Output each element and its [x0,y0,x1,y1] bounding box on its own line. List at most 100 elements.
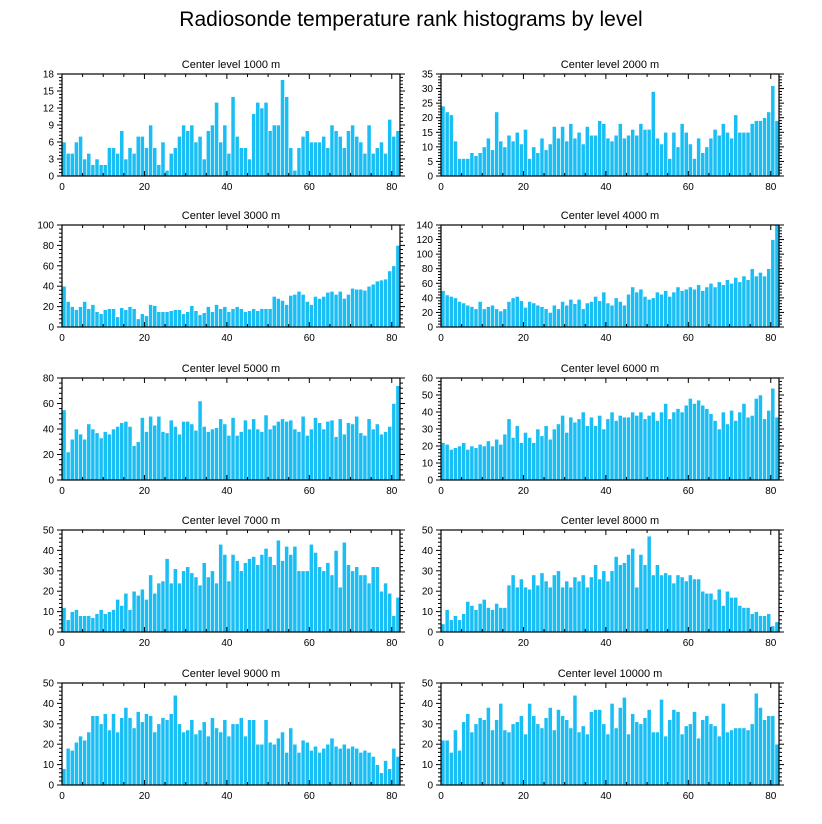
histogram-bar [605,137,611,177]
y-tick-label: 30 [422,84,434,95]
histogram-bar [758,707,763,786]
histogram-bar [535,152,541,177]
histogram-panel: Center level 6000 m 0 20 40 60 80 0 10 20 30 40 50 6… [422,363,784,497]
histogram-bar [119,605,125,633]
histogram-bar [325,147,331,177]
histogram-bar [333,294,339,328]
histogram-bar [774,743,780,786]
histogram-bar [288,419,294,481]
histogram-bar [247,158,252,177]
histogram-bar [514,131,520,177]
histogram-bar [247,719,252,786]
histogram-bar [309,543,314,633]
y-tick-label: 30 [43,719,55,730]
histogram-bar [469,605,475,633]
y-tick-label: 20 [422,308,434,319]
histogram-bar [539,727,545,786]
histogram-bar [716,588,722,633]
x-tick-label: 0 [59,638,65,649]
y-tick-label: 100 [37,221,54,232]
histogram-bar [556,709,561,786]
histogram-bar [337,747,343,786]
histogram-bar [82,739,88,786]
histogram-bar [498,703,504,786]
histogram-bar [168,582,174,633]
histogram-bar [325,743,331,786]
histogram-bar [304,435,310,481]
histogram-bar [366,582,372,633]
histogram-bar [547,143,553,177]
histogram-bar [535,304,541,328]
histogram-bar [379,141,384,177]
histogram-bar [98,609,104,633]
histogram-bar [86,731,92,786]
histogram-bar [156,311,162,328]
y-tick-label: 15 [43,87,55,98]
histogram-bar [140,417,145,481]
histogram-bar [61,768,67,786]
histogram-bar [304,570,310,633]
histogram-bar [102,713,108,786]
histogram-bar [341,298,347,328]
histogram-bar [551,126,557,177]
histogram-bar [696,284,701,328]
histogram-bar [523,129,528,177]
histogram-bar [646,129,652,177]
histogram-bar [547,312,553,328]
histogram-bar [766,268,772,328]
panel-title: Center level 7000 m [182,515,280,527]
histogram-bar [453,447,458,481]
histogram-bar [189,124,195,177]
histogram-bar [597,578,603,633]
y-tick-label: 10 [422,459,434,470]
y-tick-label: 60 [43,261,55,272]
histogram-bar [609,570,615,633]
histogram-bar [354,415,360,481]
histogram-bar [123,592,129,633]
histogram-bar [337,586,343,633]
histogram-bar [506,418,512,481]
histogram-bar [354,288,360,328]
histogram-bar [486,707,491,786]
histogram-bar [514,296,520,328]
plot-frame [61,224,401,328]
x-tick-label: 0 [59,486,65,497]
histogram-bar [251,719,257,786]
histogram-bar [131,727,137,786]
histogram-bar [659,143,664,177]
histogram-bar [696,737,701,786]
histogram-bar [78,306,83,328]
histogram-bar [238,431,244,481]
histogram-bar [527,437,532,481]
histogram-bar [127,717,133,786]
chart-main-title: Radiosonde temperature rank histograms b… [179,8,643,31]
histogram-bar [720,123,726,177]
histogram-bar [564,304,570,328]
histogram-bar [667,158,673,177]
histogram-bar [230,723,236,786]
histogram-bar [617,123,623,177]
histogram-bar [313,296,318,328]
histogram-bar [634,291,640,328]
histogram-bar [144,147,149,177]
histogram-bar [523,432,528,481]
plot-frame [440,73,780,177]
histogram-bar [465,713,471,786]
histogram-bar [255,102,261,177]
x-tick-label: 40 [600,791,612,802]
histogram-bar [692,288,697,328]
histogram-bar [271,564,277,633]
histogram-bar [115,731,121,786]
histogram-bar [341,743,347,786]
histogram-bar [564,140,570,177]
histogram-bar [333,130,339,177]
histogram-bar [94,715,100,786]
histogram-bar [193,733,199,786]
histogram-bar [613,134,619,177]
histogram-bar [733,727,739,786]
histogram-bar [115,426,121,481]
histogram-bar [745,416,751,481]
histogram-bar [551,574,557,633]
histogram-bar [720,605,726,633]
histogram-bar [222,554,228,633]
